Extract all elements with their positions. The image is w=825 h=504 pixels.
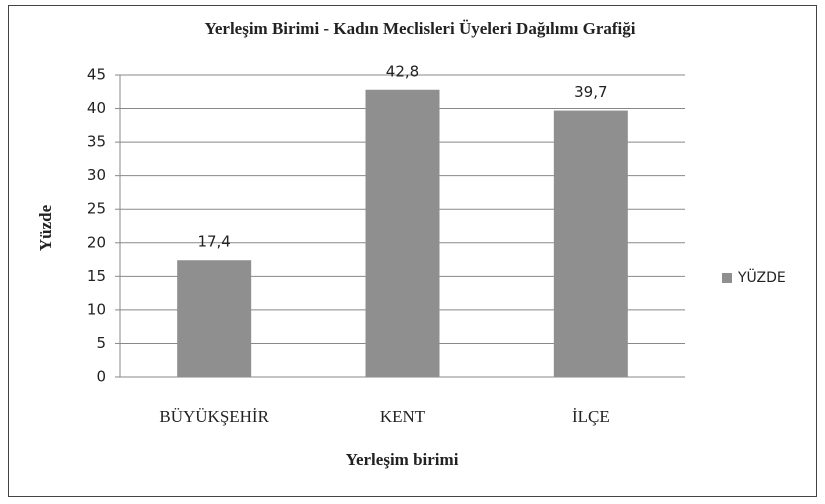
bar xyxy=(365,89,440,378)
bar xyxy=(553,110,628,378)
legend-label: YÜZDE xyxy=(737,268,786,286)
y-tick-label: 30 xyxy=(87,166,106,184)
x-tick-label: İLÇE xyxy=(572,407,610,426)
x-tick-label: KENT xyxy=(380,407,426,426)
legend-swatch xyxy=(722,273,732,283)
x-axis-label: Yerleşim birimi xyxy=(346,450,459,469)
chart-title: Yerleşim Birimi - Kadın Meclisleri Üyele… xyxy=(204,19,635,38)
y-tick-label: 25 xyxy=(87,200,106,218)
value-label: 42,8 xyxy=(386,62,419,80)
y-tick-label: 45 xyxy=(87,66,106,84)
value-label: 39,7 xyxy=(574,83,607,101)
y-axis-label: Yüzde xyxy=(36,204,55,251)
bar xyxy=(177,260,252,377)
y-tick-label: 20 xyxy=(87,233,106,251)
y-tick-label: 15 xyxy=(87,267,106,285)
x-tick-label: BÜYÜKŞEHİR xyxy=(159,407,269,426)
y-tick-label: 10 xyxy=(87,300,106,318)
value-label: 17,4 xyxy=(197,233,230,251)
y-tick-label: 40 xyxy=(87,99,106,117)
y-tick-label: 5 xyxy=(96,334,106,352)
y-tick-label: 35 xyxy=(87,133,106,151)
y-tick-label: 0 xyxy=(96,368,106,386)
